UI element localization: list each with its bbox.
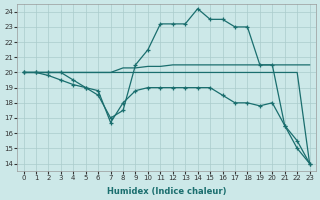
X-axis label: Humidex (Indice chaleur): Humidex (Indice chaleur) xyxy=(107,187,226,196)
